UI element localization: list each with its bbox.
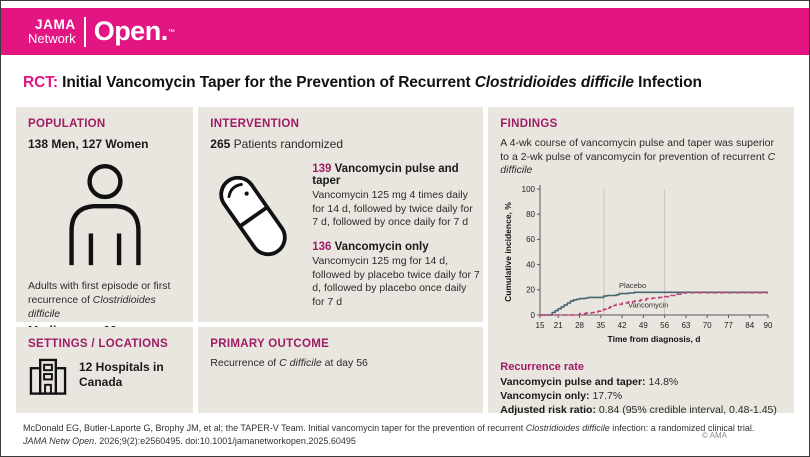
recurrence-row: Adjusted risk ratio: 0.84 (95% credible … (500, 404, 777, 417)
pill-icon (210, 163, 296, 320)
citation-line1: McDonald EG, Butler-Laporte G, Brophy JM… (23, 423, 755, 433)
arm-description: Vancomycin 125 mg 4 times daily for 14 d… (312, 189, 473, 229)
settings-panel: SETTINGS / LOCATIONS 12 Hospitals in Can… (16, 327, 194, 413)
svg-text:60: 60 (526, 235, 535, 244)
findings-summary: A 4-wk course of vancomycin pulse and ta… (500, 137, 776, 177)
svg-text:Time from diagnosis, d: Time from diagnosis, d (608, 334, 701, 344)
content-grid: POPULATION 138 Men, 127 Women Adults wit… (16, 107, 794, 416)
column-left: POPULATION 138 Men, 127 Women Adults wit… (16, 107, 194, 413)
svg-text:80: 80 (526, 210, 535, 219)
svg-text:84: 84 (746, 321, 755, 330)
logo-stack: JAMA Network (28, 16, 84, 46)
intervention-panel: INTERVENTION 265 Patients randomized (198, 107, 484, 322)
svg-text:100: 100 (522, 185, 536, 194)
logo-network-text: Network (28, 30, 76, 46)
svg-text:40: 40 (526, 260, 535, 269)
arm-description: Vancomycin 125 mg for 14 d, followed by … (312, 254, 480, 308)
person-icon (61, 163, 149, 272)
trademark-symbol: ™ (167, 29, 175, 36)
logo-open-text: Open.™ (93, 16, 175, 46)
arm-count: 139 (312, 163, 332, 175)
arm-count: 136 (312, 240, 332, 253)
svg-text:Vancomycin: Vancomycin (628, 300, 668, 309)
svg-text:70: 70 (703, 321, 712, 330)
study-type-tag: RCT: (23, 74, 58, 91)
copyright-notice: © AMA (701, 431, 727, 440)
page-title: RCT: Initial Vancomycin Taper for the Pr… (23, 74, 702, 91)
svg-text:Cumulative incidence, %: Cumulative incidence, % (503, 202, 513, 302)
recurrence-rate-header: Recurrence rate (500, 360, 585, 373)
logo-jama-text: JAMA (35, 16, 76, 32)
settings-header: SETTINGS / LOCATIONS (28, 338, 168, 350)
svg-text:15: 15 (536, 321, 545, 330)
primary-outcome-text: Recurrence of C difficile at day 56 (210, 357, 368, 369)
svg-text:Placebo: Placebo (619, 281, 646, 290)
svg-text:20: 20 (526, 286, 535, 295)
cumulative-incidence-chart: 0 20 40 60 80 100 15 21 28 35 42 49 56 63 70 77 84 90 Plac… (502, 181, 782, 358)
banner: JAMA Network Open.™ (1, 8, 809, 55)
svg-text:63: 63 (682, 321, 691, 330)
svg-text:28: 28 (575, 321, 584, 330)
svg-text:56: 56 (660, 321, 669, 330)
recurrence-row: Vancomycin pulse and taper: 14.8% (500, 375, 679, 388)
hospital-icon (28, 357, 68, 402)
svg-text:49: 49 (639, 321, 648, 330)
settings-text: 12 Hospitals in Canada (79, 360, 164, 389)
svg-text:42: 42 (618, 321, 627, 330)
citation-line2: JAMA Netw Open. 2026;9(2):e2560495. doi:… (23, 436, 356, 447)
citation-footer: McDonald EG, Butler-Laporte G, Brophy JM… (23, 422, 787, 448)
logo-divider (83, 16, 86, 47)
population-description: Adults with first episode or first recur… (28, 280, 171, 320)
population-panel: POPULATION 138 Men, 127 Women Adults wit… (16, 107, 194, 338)
arm-vancomycin-only: 136 Vancomycin only Vancomycin 125 mg fo… (312, 240, 480, 308)
svg-text:90: 90 (764, 321, 773, 330)
findings-header: FINDINGS (500, 118, 558, 130)
arm-pulse-taper: 139 Vancomycin pulse and taper Vancomyci… (312, 163, 480, 230)
population-header: POPULATION (28, 118, 106, 130)
svg-text:77: 77 (724, 321, 733, 330)
column-right: FINDINGS A 4-wk course of vancomycin pul… (488, 107, 794, 416)
svg-text:35: 35 (597, 321, 606, 330)
column-middle: INTERVENTION 265 Patients randomized (198, 107, 484, 413)
primary-outcome-header: PRIMARY OUTCOME (210, 338, 330, 350)
population-demographics: 138 Men, 127 Women (28, 137, 149, 151)
recurrence-row: Vancomycin only: 17.7% (500, 390, 623, 403)
randomized-count: 265 Patients randomized (210, 137, 344, 151)
findings-panel: FINDINGS A 4-wk course of vancomycin pul… (488, 107, 794, 416)
arms-list: 139 Vancomycin pulse and taper Vancomyci… (312, 163, 480, 320)
jama-network-open-logo: JAMA Network Open.™ (28, 16, 175, 47)
intervention-header: INTERVENTION (210, 118, 300, 130)
svg-text:21: 21 (554, 321, 563, 330)
svg-text:0: 0 (531, 311, 536, 320)
primary-outcome-panel: PRIMARY OUTCOME Recurrence of C difficil… (198, 327, 484, 413)
